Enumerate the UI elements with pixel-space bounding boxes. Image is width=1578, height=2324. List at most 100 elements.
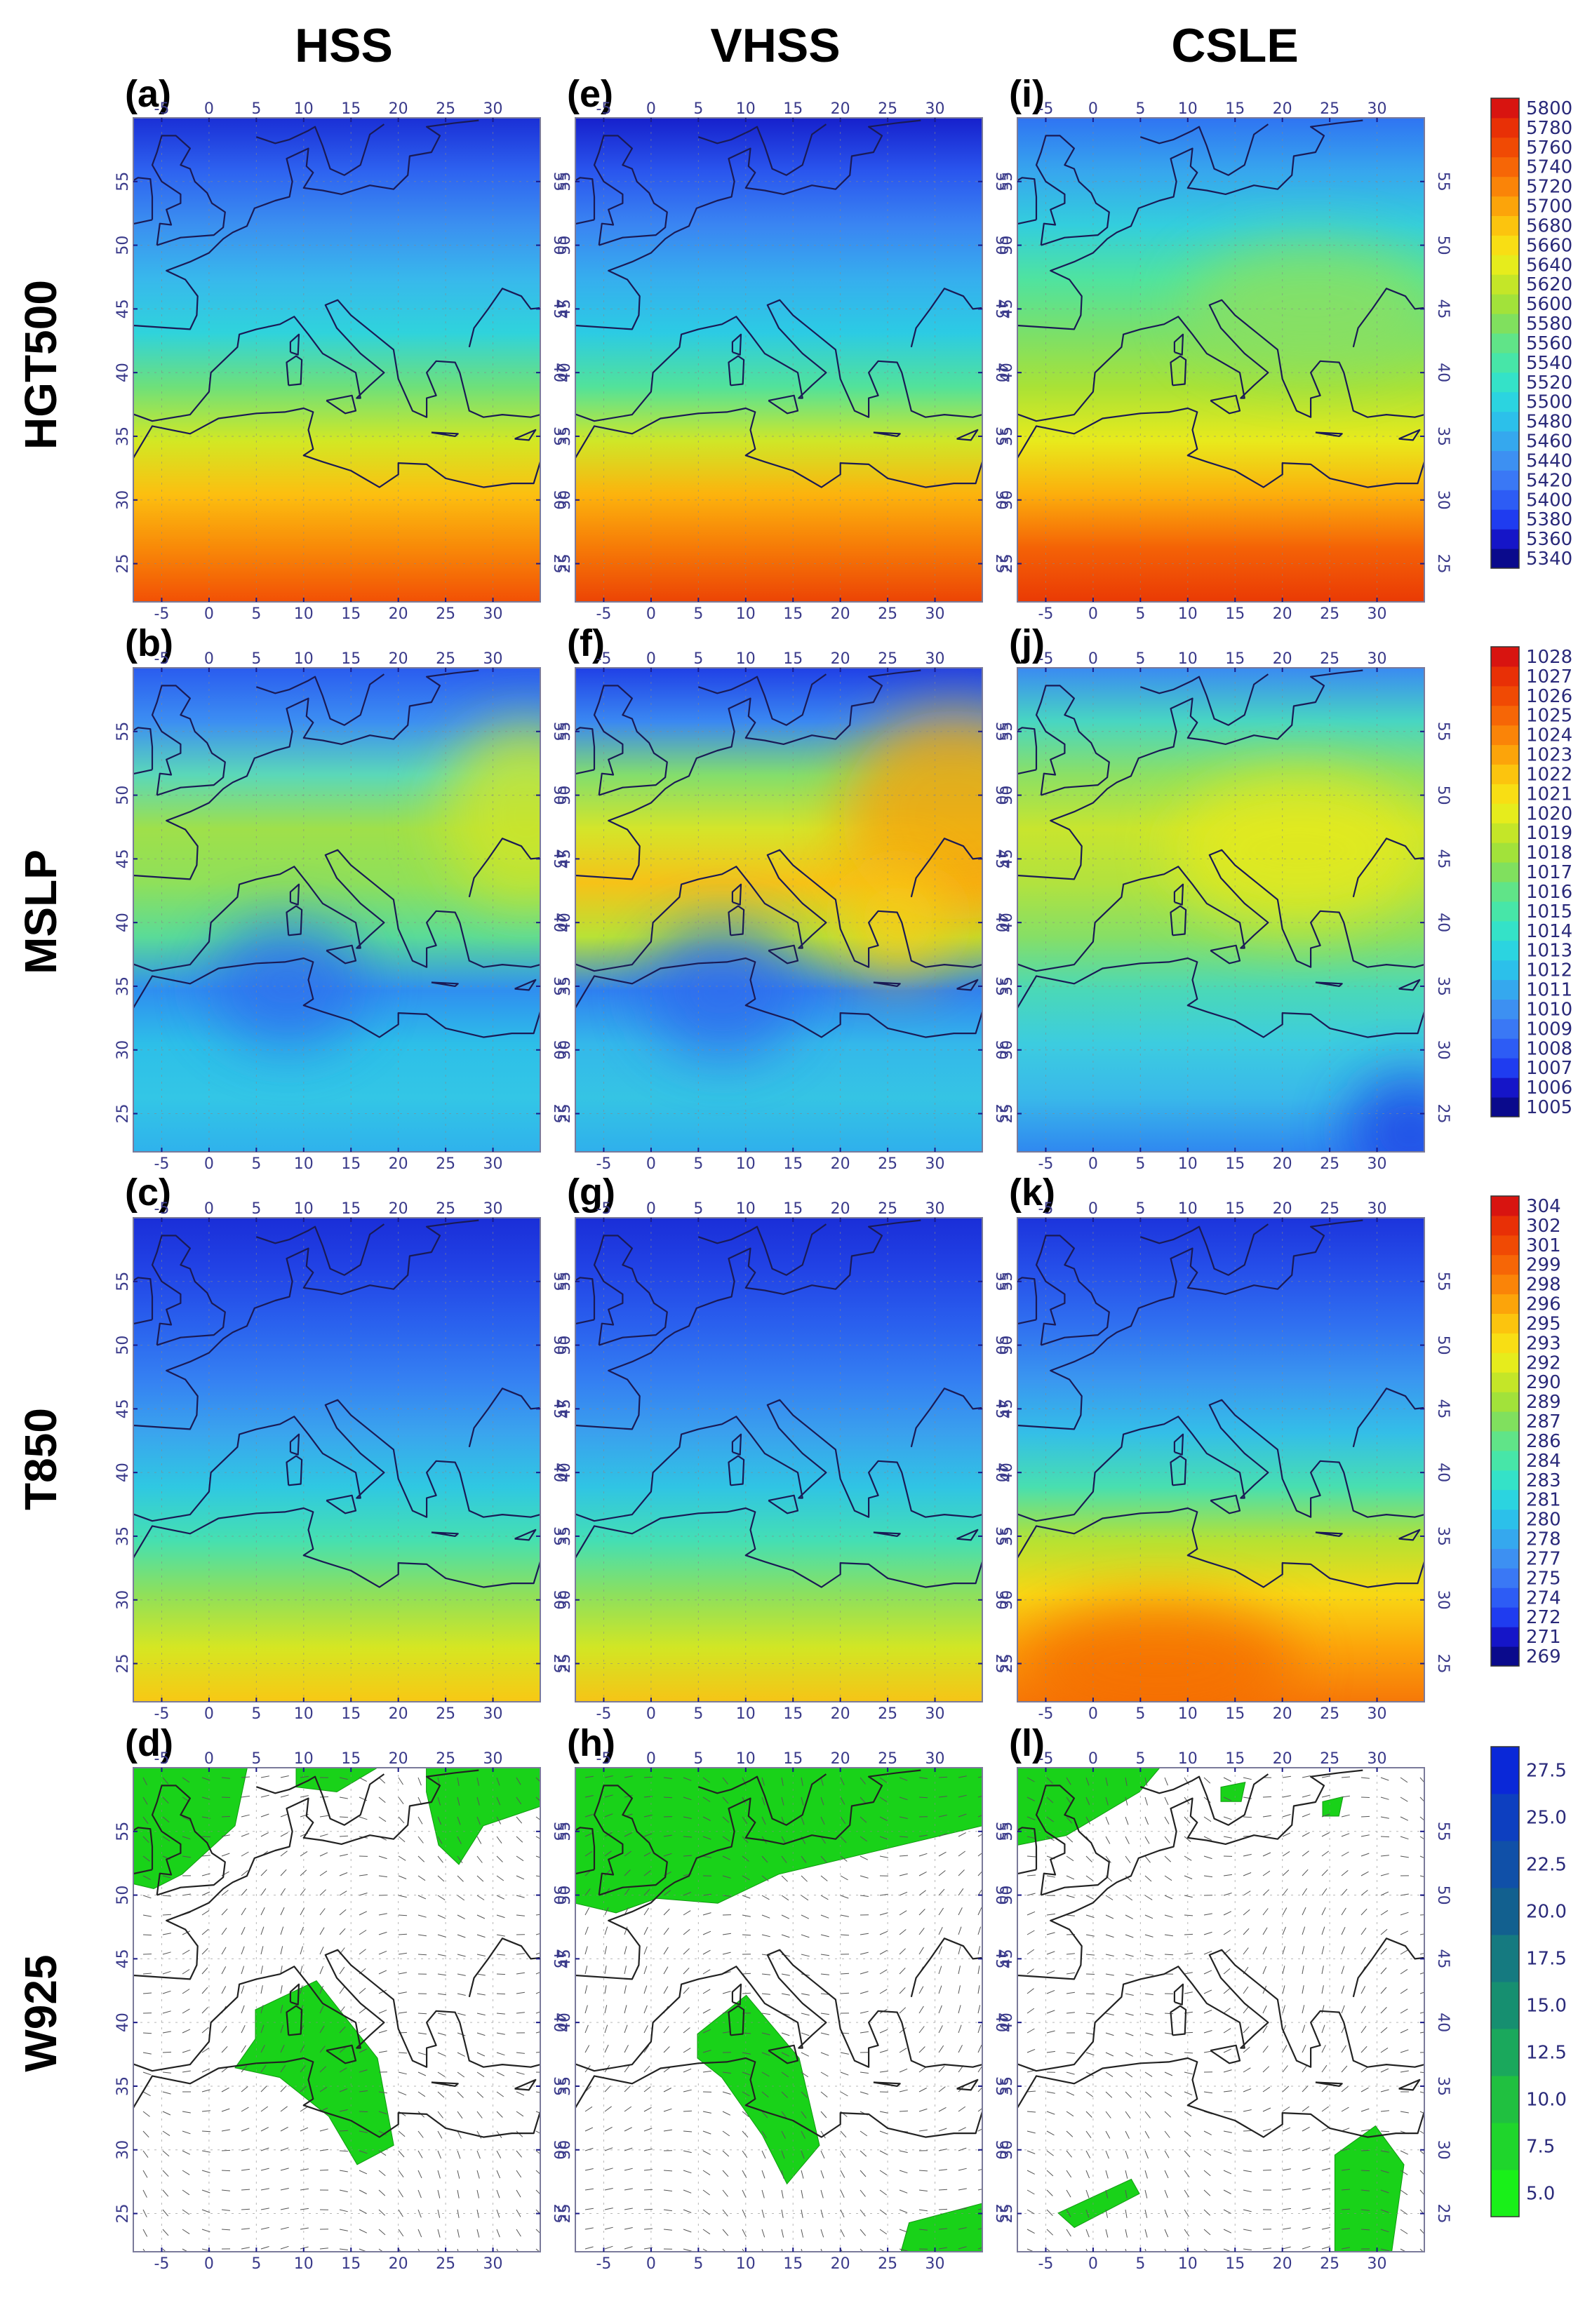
x-tick-label: 15 (1225, 1705, 1245, 1723)
x-tick-label: -5 (596, 1200, 611, 1218)
wind-speed-shading (234, 1980, 394, 2165)
x-tick-label: 20 (831, 1750, 850, 1768)
y-tick-label: 25 (1434, 1104, 1452, 1124)
x-tick-label: 20 (1273, 100, 1292, 118)
y-tick-label: 30 (550, 1040, 568, 1060)
coastlines (133, 1219, 540, 1588)
y-tick-label: 30 (556, 2140, 574, 2160)
y-tick-label: 35 (992, 1526, 1010, 1546)
wind-vectors (584, 1775, 982, 2252)
x-tick-label: 25 (1320, 1750, 1339, 1768)
y-tick-label: 25 (550, 2204, 568, 2224)
y-tick-label: 50 (998, 236, 1016, 255)
y-tick-label: 30 (556, 1590, 574, 1610)
panel-label-d: (d) (125, 1722, 173, 1764)
column-title-csle: CSLE (1171, 19, 1298, 72)
x-tick-label: 25 (878, 1200, 897, 1218)
x-tick-label: 30 (1368, 1705, 1387, 1723)
x-tick-label: 30 (925, 1705, 945, 1723)
colorbar-tick-label: 286 (1526, 1431, 1561, 1452)
x-tick-label: 25 (436, 1705, 455, 1723)
y-tick-label: 55 (114, 172, 132, 192)
colorbar-tick-label: 5540 (1526, 353, 1572, 374)
x-tick-label: 30 (483, 650, 503, 668)
x-tick-label: 15 (341, 605, 361, 623)
y-tick-label: 45 (1434, 1399, 1452, 1418)
x-tick-label: 25 (1320, 605, 1339, 623)
y-tick-label: 35 (1434, 426, 1452, 446)
x-tick-label: -5 (596, 650, 611, 668)
y-tick-label: 55 (556, 1822, 574, 1841)
x-tick-label: 10 (294, 2255, 314, 2273)
x-tick-label: 10 (294, 650, 314, 668)
y-tick-label: 25 (992, 1654, 1010, 1674)
x-tick-label: 20 (389, 605, 408, 623)
x-tick-label: 25 (1320, 650, 1339, 668)
x-tick-label: 0 (646, 1705, 656, 1723)
colorbar-tick-label: 1005 (1526, 1097, 1572, 1118)
colorbar-segment (1491, 314, 1519, 334)
x-tick-label: 5 (1135, 1750, 1145, 1768)
colorbar-segment (1491, 1038, 1519, 1059)
x-tick-label: -5 (1038, 2255, 1053, 2273)
colorbar-segment (1491, 823, 1519, 843)
x-tick-label: 15 (1225, 1200, 1245, 1218)
y-tick-label: 25 (556, 2204, 574, 2224)
y-tick-label: 40 (556, 1463, 574, 1482)
y-tick-label: 25 (998, 1104, 1016, 1124)
colorbar-tick-label: 22.5 (1526, 1855, 1567, 1876)
y-tick-label: 55 (998, 1272, 1016, 1291)
y-tick-label: 45 (1434, 299, 1452, 318)
colorbar-hgt500: 5340536053805400542054405460548055005520… (1490, 98, 1572, 570)
x-tick-label: 20 (1273, 1750, 1292, 1768)
colorbar-tick-label: 5460 (1526, 431, 1572, 452)
y-tick-label: 55 (998, 1822, 1016, 1841)
y-tick-label: 40 (550, 913, 568, 932)
x-tick-label: 0 (646, 100, 656, 118)
y-tick-label: 30 (556, 490, 574, 510)
x-tick-label: 30 (483, 1200, 503, 1218)
y-tick-label: 30 (550, 1590, 568, 1610)
colorbar-tick-label: 5380 (1526, 509, 1572, 530)
x-tick-label: -5 (154, 650, 169, 668)
x-tick-label: 10 (1178, 650, 1198, 668)
colorbar-segment (1491, 156, 1519, 177)
x-tick-label: 30 (925, 1200, 945, 1218)
y-tick-label: 50 (550, 1886, 568, 1905)
x-tick-label: 20 (831, 605, 850, 623)
y-tick-label: 55 (114, 1272, 132, 1291)
y-tick-label: 40 (550, 1463, 568, 1482)
y-tick-label: 25 (998, 1654, 1016, 1674)
colorbar-segment (1491, 1196, 1519, 1216)
colorbar-tick-label: 1011 (1526, 980, 1572, 1001)
colorbar-segment (1491, 2029, 1519, 2076)
x-tick-label: 15 (783, 1200, 803, 1218)
colorbar-segment (1491, 1392, 1519, 1412)
colorbar-tick-label: 301 (1526, 1235, 1561, 1256)
y-tick-label: 25 (1434, 1654, 1452, 1674)
colorbar-tick-label: 1020 (1526, 803, 1572, 824)
x-tick-label: 5 (693, 1200, 703, 1218)
x-tick-label: 30 (925, 1750, 945, 1768)
colorbar-tick-label: 12.5 (1526, 2043, 1567, 2064)
y-tick-label: 50 (1434, 1336, 1452, 1355)
y-tick-label: 55 (998, 722, 1016, 741)
x-tick-label: 10 (1178, 2255, 1198, 2273)
x-tick-label: 5 (251, 1155, 261, 1173)
colorbar-tick-label: 1023 (1526, 745, 1572, 766)
colorbar-tick-label: 295 (1526, 1314, 1561, 1335)
colorbar-tick-label: 5480 (1526, 412, 1572, 433)
x-tick-label: 20 (831, 1705, 850, 1723)
y-tick-label: 30 (992, 2140, 1010, 2160)
y-tick-label: 40 (114, 363, 132, 382)
wind-speed-shading (1322, 1796, 1344, 1817)
x-tick-label: 5 (251, 2255, 261, 2273)
x-tick-label: 10 (736, 650, 756, 668)
y-tick-label: 30 (992, 1040, 1010, 1060)
y-tick-label: 50 (992, 1336, 1010, 1355)
x-tick-label: 20 (831, 1200, 850, 1218)
x-tick-label: 5 (693, 100, 703, 118)
